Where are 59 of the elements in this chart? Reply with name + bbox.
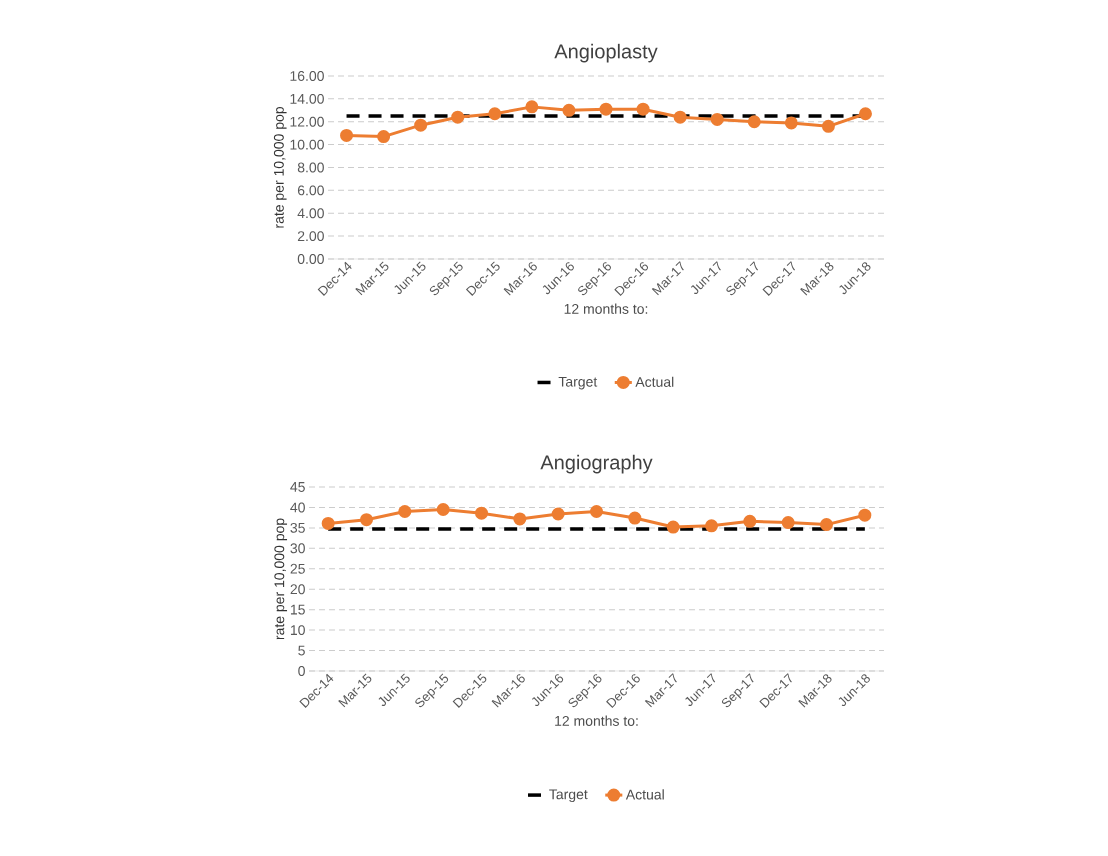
y-tick-label: 10 bbox=[290, 625, 305, 636]
y-tick-label: 5 bbox=[298, 645, 305, 656]
y-tick-label: 16.00 bbox=[290, 71, 324, 81]
legend-label: Actual bbox=[625, 789, 664, 800]
point bbox=[513, 512, 527, 526]
y-tick-label: 35 bbox=[290, 522, 305, 533]
point bbox=[784, 116, 798, 130]
y-tick-label: 10.00 bbox=[290, 139, 324, 150]
y-tick-label: 45 bbox=[290, 482, 305, 492]
y-tick-label: 15 bbox=[290, 604, 305, 615]
y-tick-label: 0 bbox=[298, 666, 305, 676]
y-tick-label: 0.00 bbox=[297, 254, 324, 264]
point bbox=[628, 511, 642, 525]
y-tick-label: 40 bbox=[290, 502, 305, 513]
point bbox=[590, 505, 603, 519]
y-tick-label: 2.00 bbox=[297, 231, 324, 242]
point bbox=[436, 502, 450, 516]
y-tick-label: 14.00 bbox=[290, 93, 324, 104]
point bbox=[599, 102, 613, 116]
y-tick-label: 20 bbox=[290, 584, 305, 595]
point bbox=[562, 103, 576, 117]
y-axis-title: rate per 10,000 pop bbox=[274, 518, 288, 640]
point bbox=[451, 110, 465, 124]
point bbox=[551, 507, 565, 521]
x-axis-title: 12 months to: bbox=[564, 303, 648, 314]
point bbox=[858, 107, 872, 121]
point bbox=[705, 519, 719, 533]
legend-label: Target bbox=[558, 376, 598, 390]
point bbox=[673, 110, 687, 124]
point bbox=[475, 506, 489, 520]
y-tick-label: 6.00 bbox=[297, 185, 324, 196]
point bbox=[636, 102, 650, 116]
legend-label: Actual bbox=[635, 376, 674, 387]
point bbox=[321, 516, 335, 530]
point bbox=[781, 516, 795, 530]
chart-title: Angioplasty bbox=[554, 43, 658, 63]
point bbox=[666, 520, 680, 534]
point bbox=[821, 119, 835, 133]
point bbox=[820, 518, 833, 532]
y-axis-title: rate per 10,000 pop bbox=[273, 107, 287, 228]
y-tick-label: 12.00 bbox=[290, 116, 324, 127]
y-tick-label: 8.00 bbox=[297, 162, 324, 173]
y-tick-label: 30 bbox=[290, 543, 305, 554]
legend-label: Target bbox=[549, 789, 588, 803]
chart-title: Angiography bbox=[540, 454, 653, 474]
point bbox=[710, 112, 724, 126]
point bbox=[858, 508, 872, 522]
point bbox=[747, 115, 761, 129]
x-axis-title: 12 months to: bbox=[555, 715, 638, 726]
point bbox=[377, 130, 391, 144]
point bbox=[398, 505, 412, 519]
point bbox=[743, 514, 757, 528]
point bbox=[525, 100, 539, 114]
point bbox=[360, 513, 374, 527]
y-tick-label: 25 bbox=[290, 563, 305, 574]
point bbox=[414, 118, 428, 132]
point bbox=[340, 128, 354, 142]
point bbox=[488, 107, 502, 121]
y-tick-label: 4.00 bbox=[297, 208, 324, 219]
